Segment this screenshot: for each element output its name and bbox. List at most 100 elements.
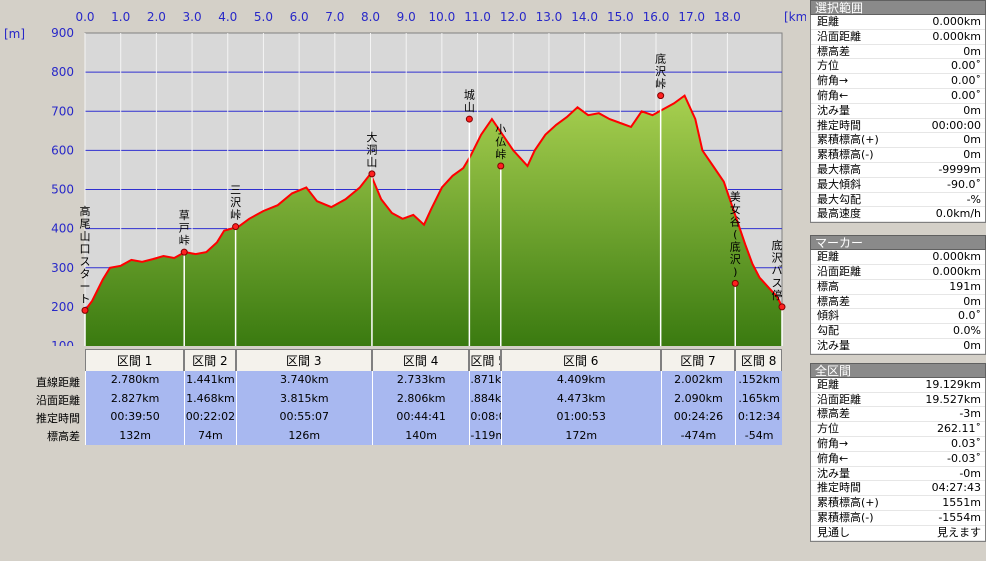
- panel-row-key: 沿面距離: [817, 264, 861, 278]
- x-tick-label-14: 14.0: [571, 10, 598, 24]
- row-label-time: 推定時間: [36, 412, 80, 425]
- segment-column-2[interactable]: 区間 2 1.441km 1.468km 00:22:02 74m: [184, 349, 236, 445]
- panel-row: 累積標高(-) -1554m: [811, 511, 985, 526]
- segment-surface-value: 1.468km: [186, 391, 235, 405]
- segment-surface-value: 2.090km: [674, 391, 723, 405]
- profile-fill: [85, 95, 782, 346]
- x-tick-label-15: 15.0: [607, 10, 634, 24]
- x-tick-label-8: 8.0: [361, 10, 380, 24]
- x-tick-label-12: 12.0: [500, 10, 527, 24]
- panel-row-value: 0.000km: [932, 29, 981, 43]
- panel-row-value: 0m: [963, 103, 981, 117]
- panel-row-value: 0.000km: [932, 250, 981, 264]
- x-tick-label-10: 10.0: [429, 10, 456, 24]
- panel-row-key: 最高速度: [817, 207, 861, 221]
- segment-column-6[interactable]: 区間 6 4.409km 4.473km 01:00:53 172m: [500, 349, 661, 445]
- marker-label-1: 草戸峠: [179, 209, 190, 247]
- panel-row-value: 262.11˚: [937, 422, 981, 436]
- row-label-elev: 標高差: [47, 430, 80, 443]
- y-tick-label-8: 900: [51, 26, 74, 40]
- panel-row-value: -%: [966, 192, 981, 206]
- panel-row-value: 見えます: [937, 525, 981, 539]
- segment-header[interactable]: 区間 2: [184, 349, 236, 371]
- segment-column-1[interactable]: 区間 1 2.780km 2.827km 00:39:50 132m: [85, 349, 185, 445]
- segment-straight-value: 1.441km: [186, 373, 235, 386]
- segment-values: .871km .884km 0:08:0 -119m: [469, 371, 501, 445]
- marker-point-3[interactable]: [368, 170, 376, 178]
- marker-label-4: 城山: [464, 89, 475, 115]
- panel-row: 推定時間 00:00:00: [811, 119, 985, 134]
- panel-row-value: 0m: [963, 148, 981, 162]
- panel-row-value: 19.129km: [925, 377, 981, 391]
- segment-elev-value: 172m: [565, 428, 598, 442]
- marker-point-2[interactable]: [232, 223, 240, 231]
- segment-column-7[interactable]: 区間 7 2.002km 2.090km 00:24:26 -474m: [660, 349, 736, 445]
- panel-row-value: 0.00˚: [951, 59, 981, 73]
- panel-row-value: 0.000km: [932, 15, 981, 28]
- marker-point-4[interactable]: [465, 115, 473, 123]
- panel-row-key: 標高差: [817, 294, 850, 308]
- marker-point-1[interactable]: [180, 248, 188, 256]
- panel-row: 沈み量 0m: [811, 339, 985, 354]
- panel-row-key: 見通し: [817, 525, 850, 539]
- segment-column-8[interactable]: 区間 8 .152km .165km 0:12:34 -54m: [735, 349, 782, 445]
- segment-time-value: 0:12:34: [737, 410, 781, 423]
- y-tick-label-2: 300: [51, 261, 74, 275]
- panel-row: 最大標高 -9999m: [811, 163, 985, 178]
- marker-point-6[interactable]: [657, 92, 665, 100]
- segment-column-5[interactable]: 区間 5 .871km .884km 0:08:0 -119m: [469, 349, 501, 445]
- panel-row-key: 推定時間: [817, 481, 861, 495]
- segment-straight-value: 2.733km: [396, 373, 446, 386]
- panel-row: 方位 0.00˚: [811, 59, 985, 75]
- panel-row-key: 沈み量: [817, 466, 850, 480]
- marker-point-7[interactable]: [731, 279, 739, 287]
- panel-row-value: 191m: [949, 279, 981, 293]
- marker-point-5[interactable]: [497, 162, 505, 170]
- panel-row-value: -3m: [959, 407, 981, 421]
- segment-straight-value: 3.740km: [279, 373, 329, 386]
- segment-column-3[interactable]: 区間 3 3.740km 3.815km 00:55:07 126m: [235, 349, 372, 445]
- panel-row-value: 0.0%: [953, 324, 981, 338]
- segment-header[interactable]: 区間 1: [85, 349, 185, 371]
- panel-row-value: 0.0˚: [958, 309, 981, 323]
- profile-area: [84, 94, 783, 346]
- x-tick-label-18: 18.0: [714, 10, 741, 24]
- x-tick-label-1: 1.0: [111, 10, 130, 24]
- marker-label-5: 小仏峠: [495, 123, 506, 161]
- segment-header[interactable]: 区間 6: [500, 349, 661, 371]
- segment-time-value: 00:24:26: [673, 410, 724, 423]
- panel-row: 俯角← -0.03˚: [811, 452, 985, 467]
- marker-label-6: 底沢峠: [655, 52, 666, 91]
- segment-header[interactable]: 区間 7: [660, 349, 736, 371]
- segment-values: 2.002km 2.090km 00:24:26 -474m: [660, 371, 736, 445]
- marker-label-7: 美女谷(底沢): [730, 190, 741, 278]
- row-label-surface: 沿面距離: [36, 394, 80, 407]
- segment-surface-value: 2.806km: [396, 391, 446, 405]
- segment-header[interactable]: 区間 5: [469, 349, 501, 371]
- panel-row: 見通し 見えます: [811, 526, 985, 541]
- panel-row: 推定時間 04:27:43: [811, 481, 985, 497]
- segment-elev-value: -474m: [680, 428, 717, 442]
- segment-header[interactable]: 区間 8: [735, 349, 782, 371]
- marker-point-8[interactable]: [778, 303, 786, 311]
- side-panel: 選択範囲 距離 0.000km 沿面距離 0.000km 標高差 0m 方位 0.00˚ 俯角→…: [810, 0, 986, 561]
- y-unit-label: [m]: [4, 27, 25, 41]
- segment-time-value: 0:08:0: [470, 410, 500, 423]
- segment-elev-value: -119m: [470, 428, 501, 442]
- segment-column-4[interactable]: 区間 4 2.733km 2.806km 00:44:41 140m: [371, 349, 470, 445]
- panel-row: 沈み量 -0m: [811, 467, 985, 482]
- panel-row-key: 沿面距離: [817, 29, 861, 43]
- panel-row: 最高速度 0.0km/h: [811, 207, 985, 223]
- panel-row-key: 累積標高(-): [817, 510, 874, 524]
- segment-header[interactable]: 区間 3: [235, 349, 372, 371]
- marker-point-0[interactable]: [81, 306, 89, 314]
- panel-row: 方位 262.11˚: [811, 422, 985, 437]
- panel-row-value: -0m: [959, 466, 981, 480]
- y-tick-label-3: 400: [51, 222, 74, 236]
- panel-row-key: 標高差: [817, 407, 850, 421]
- segment-header[interactable]: 区間 4: [371, 349, 470, 371]
- segment-straight-value: 2.002km: [674, 373, 723, 386]
- panel-row: 沿面距離 19.527km: [811, 393, 985, 408]
